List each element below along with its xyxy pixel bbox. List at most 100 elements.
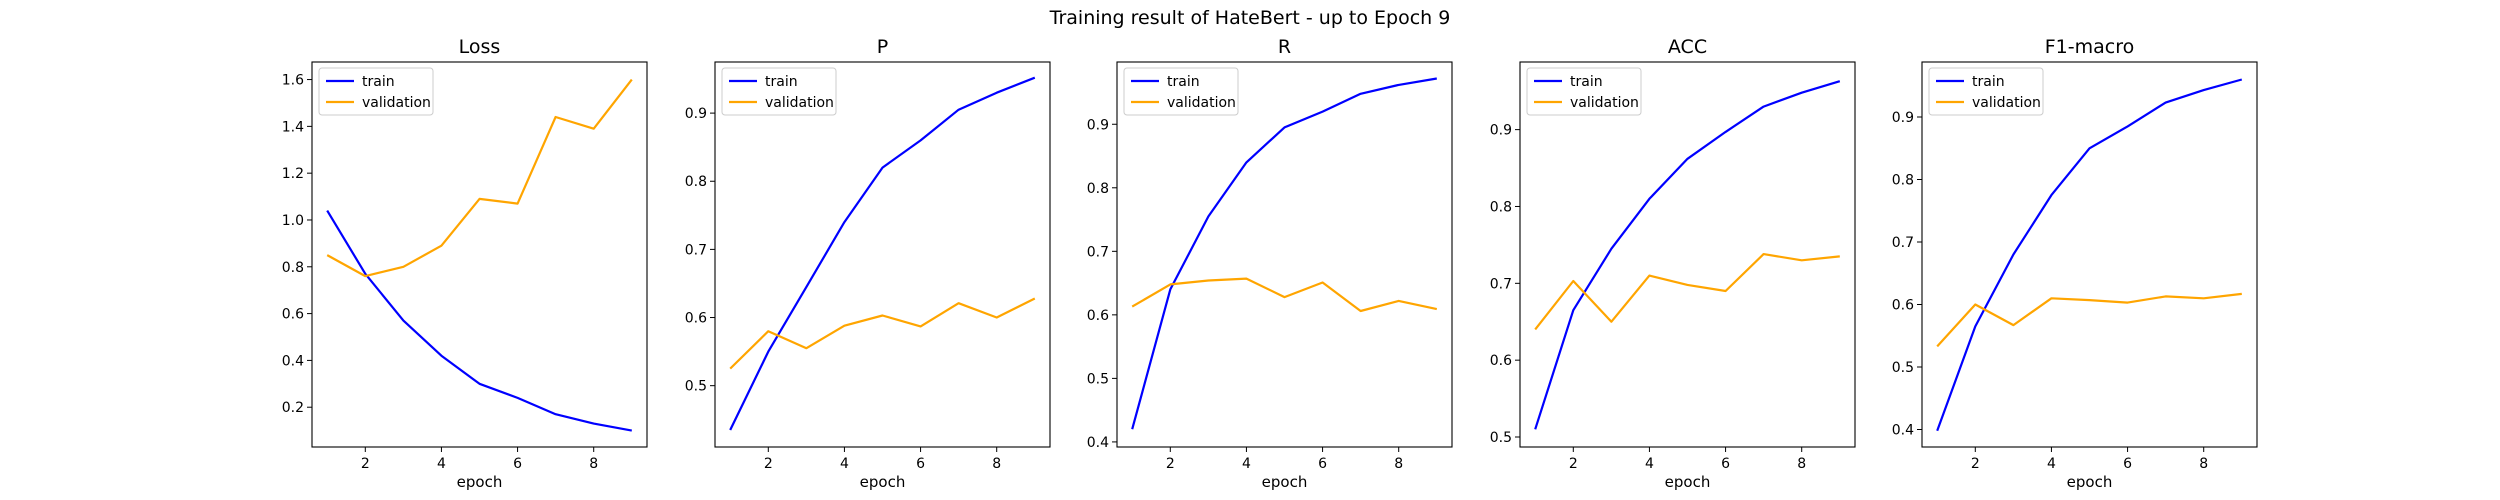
p-y-tick-label: 0.6 — [685, 311, 707, 327]
p-series-validation-line — [729, 297, 1036, 370]
p-y-tick-label: 0.7 — [685, 242, 707, 258]
acc-x-tick-label: 4 — [1645, 456, 1654, 472]
f1-macro-x-axis-label: epoch — [2067, 473, 2113, 491]
r-y-tick-label: 0.4 — [1087, 435, 1109, 451]
loss-y-tick-label: 0.6 — [282, 307, 304, 323]
f1-macro-panel: F1-macro 2 4 6 8 0.4 0.5 0.6 0.7 0.8 0.9 epoch train… — [1892, 36, 2258, 491]
f1-macro-legend-box — [1928, 67, 2044, 116]
r-x-tick-label: 2 — [1166, 456, 1175, 472]
f1-macro-y-tick-label: 0.6 — [1892, 298, 1914, 314]
loss-legend-box — [318, 67, 434, 116]
loss-y-tick-label: 1.2 — [282, 166, 304, 182]
r-title: R — [1278, 36, 1291, 58]
loss-x-axis-label: epoch — [457, 473, 503, 491]
f1-macro-y-tick-label: 0.8 — [1892, 173, 1914, 189]
loss-y-tick-label: 1.6 — [282, 73, 304, 89]
p-x-tick-label: 4 — [840, 456, 849, 472]
f1-macro-legend-label-train: train — [1972, 74, 2005, 90]
loss-y-tick-label: 0.4 — [282, 353, 304, 369]
r-x-tick-label: 8 — [1394, 456, 1403, 472]
p-x-tick-label: 6 — [916, 456, 925, 472]
p-legend-label-train: train — [765, 74, 798, 90]
p-title: P — [877, 36, 888, 58]
acc-legend-box — [1526, 67, 1642, 116]
acc-title: ACC — [1668, 36, 1707, 58]
p-legend-box — [721, 67, 837, 116]
acc-legend: train validation — [1526, 67, 1642, 116]
acc-series-validation-line — [1534, 253, 1840, 331]
acc-y-tick-label: 0.7 — [1490, 276, 1512, 292]
loss-legend-label-validation: validation — [362, 95, 431, 111]
acc-legend-label-train: train — [1570, 74, 1603, 90]
r-legend-box — [1123, 67, 1239, 116]
loss-y-tick-label: 0.8 — [282, 260, 304, 276]
r-series-validation-line — [1131, 277, 1438, 313]
loss-x-tick-label: 4 — [437, 456, 446, 472]
p-axes-frame — [714, 61, 1051, 448]
acc-y-tick-label: 0.6 — [1490, 353, 1512, 369]
acc-series-train-line — [1534, 80, 1841, 430]
p-legend: train validation — [721, 67, 837, 116]
acc-panel: ACC 2 4 6 8 0.5 0.6 0.7 0.8 0.9 epoch train validati… — [1490, 36, 1856, 491]
acc-x-axis-label: epoch — [1665, 473, 1711, 491]
loss-y-tick-label: 1.4 — [282, 119, 304, 135]
r-legend: train validation — [1123, 67, 1239, 116]
r-y-tick-label: 0.7 — [1087, 244, 1109, 260]
f1-macro-y-tick-label: 0.7 — [1892, 235, 1914, 251]
loss-y-tick-label: 1.0 — [282, 213, 304, 229]
loss-legend-label-train: train — [362, 74, 395, 90]
r-series-train-line — [1131, 77, 1437, 430]
loss-series-validation-line — [326, 78, 633, 278]
acc-y-tick-label: 0.9 — [1490, 123, 1512, 139]
acc-legend-label-validation: validation — [1570, 95, 1639, 111]
r-panel: R 2 4 6 8 0.4 0.5 0.6 0.7 0.8 0.9 epoch train validat… — [1087, 36, 1453, 491]
p-y-tick-label: 0.5 — [685, 379, 707, 395]
f1-macro-legend: train validation — [1928, 67, 2044, 116]
p-x-tick-label: 8 — [992, 456, 1001, 472]
acc-x-tick-label: 2 — [1569, 456, 1578, 472]
p-y-tick-label: 0.9 — [685, 106, 707, 122]
acc-y-tick-label: 0.8 — [1490, 199, 1512, 215]
loss-title: Loss — [459, 36, 501, 58]
f1-macro-x-tick-label: 6 — [2123, 456, 2132, 472]
f1-macro-x-tick-label: 2 — [1971, 456, 1980, 472]
loss-axes-frame — [311, 61, 648, 448]
f1-macro-y-tick-label: 0.4 — [1892, 423, 1914, 439]
r-x-axis-label: epoch — [1262, 473, 1308, 491]
acc-y-tick-label: 0.5 — [1490, 430, 1512, 446]
p-panel: P 2 4 6 8 0.5 0.6 0.7 0.8 0.9 epoch train validation — [685, 36, 1051, 491]
loss-panel: Loss 2 4 6 8 0.2 0.4 0.6 0.8 1.0 1.2 1.4 1.6 epoch tra… — [282, 36, 648, 491]
r-y-tick-label: 0.5 — [1087, 371, 1109, 387]
loss-y-tick-label: 0.2 — [282, 400, 304, 416]
p-y-tick-label: 0.8 — [685, 174, 707, 190]
r-legend-label-train: train — [1167, 74, 1200, 90]
loss-x-tick-label: 2 — [361, 456, 370, 472]
loss-x-tick-label: 6 — [513, 456, 522, 472]
loss-x-tick-label: 8 — [589, 456, 598, 472]
f1-macro-series-train-line — [1936, 78, 2243, 432]
p-series-train-line — [729, 76, 1036, 431]
loss-legend: train validation — [318, 67, 434, 116]
p-x-tick-label: 2 — [764, 456, 773, 472]
acc-axes-frame — [1519, 61, 1856, 448]
f1-macro-legend-label-validation: validation — [1972, 95, 2041, 111]
r-y-tick-label: 0.6 — [1087, 308, 1109, 324]
r-y-tick-label: 0.8 — [1087, 181, 1109, 197]
f1-macro-x-tick-label: 4 — [2047, 456, 2056, 472]
loss-series-train-line — [326, 210, 632, 432]
f1-macro-title: F1-macro — [2045, 36, 2135, 58]
r-x-tick-label: 4 — [1242, 456, 1251, 472]
r-y-tick-label: 0.9 — [1087, 117, 1109, 133]
p-x-axis-label: epoch — [860, 473, 906, 491]
figure-suptitle: Training result of HateBert - up to Epoc… — [1049, 7, 1451, 29]
r-legend-label-validation: validation — [1167, 95, 1236, 111]
f1-macro-y-tick-label: 0.5 — [1892, 360, 1914, 376]
acc-x-tick-label: 6 — [1721, 456, 1730, 472]
f1-macro-x-tick-label: 8 — [2199, 456, 2208, 472]
subplots: Loss 2 4 6 8 0.2 0.4 0.6 0.8 1.0 1.2 1.4 1.6 epoch tra… — [282, 36, 2258, 491]
r-x-tick-label: 6 — [1318, 456, 1327, 472]
p-legend-label-validation: validation — [765, 95, 834, 111]
acc-x-tick-label: 8 — [1797, 456, 1806, 472]
f1-macro-y-tick-label: 0.9 — [1892, 110, 1914, 126]
